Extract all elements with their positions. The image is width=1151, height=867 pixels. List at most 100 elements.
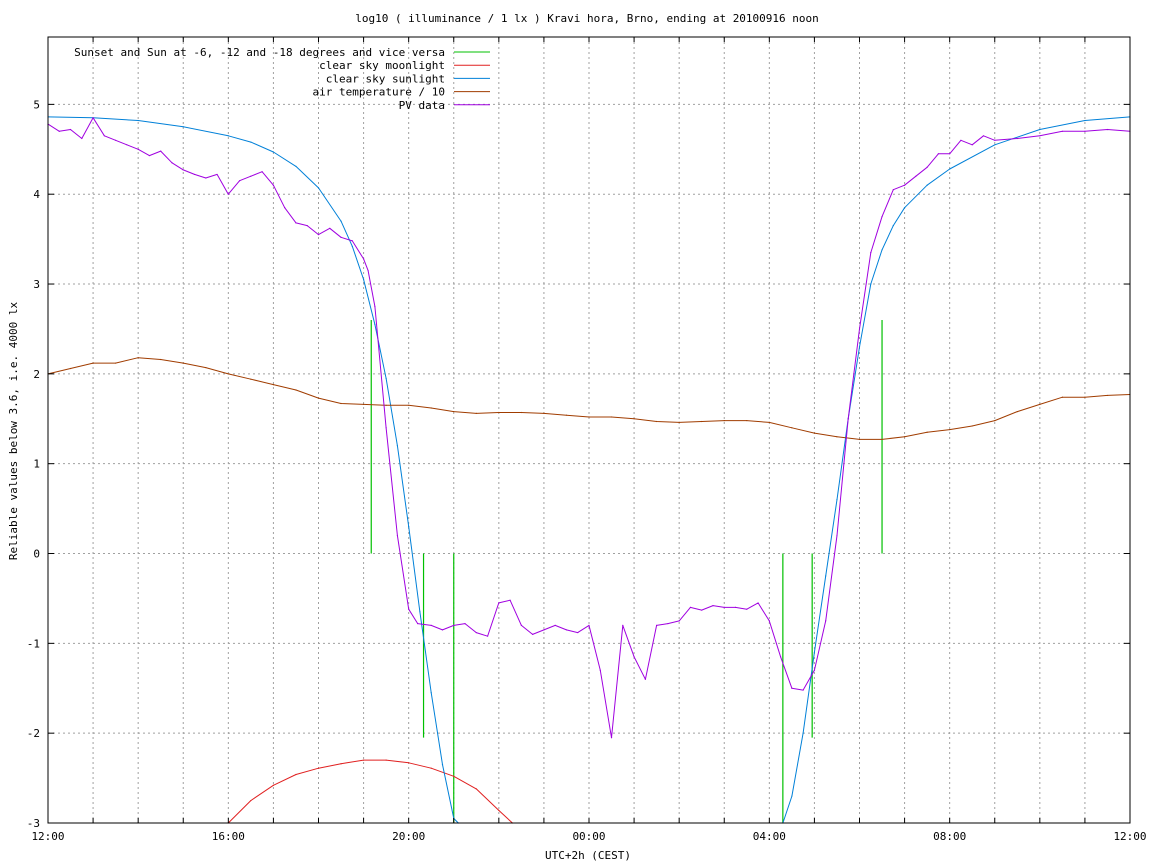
data-point [317, 397, 320, 399]
data-point [802, 732, 804, 734]
data-point [160, 150, 162, 152]
data-point [791, 687, 793, 689]
data-point [396, 445, 398, 447]
data-point [949, 153, 951, 155]
data-point [520, 624, 522, 626]
data-point [656, 420, 658, 423]
data-point [284, 207, 286, 209]
x-tick-label: 12:00 [1113, 830, 1146, 843]
y-tick-label: 1 [33, 458, 40, 471]
data-point [340, 763, 342, 765]
data-point [734, 606, 737, 609]
data-point [261, 171, 263, 173]
data-point [250, 799, 252, 802]
data-point [836, 436, 838, 438]
x-tick-label: 12:00 [31, 830, 64, 843]
data-point [329, 227, 331, 229]
data-point [475, 631, 477, 634]
data-point [430, 624, 432, 626]
data-point [881, 216, 883, 218]
data-point [408, 762, 410, 764]
data-point [780, 656, 782, 658]
y-tick-label: -3 [27, 817, 40, 830]
data-point [577, 631, 579, 634]
data-point [881, 249, 883, 251]
data-point [565, 629, 568, 631]
data-point [723, 419, 725, 422]
y-tick-label: -1 [27, 637, 40, 650]
data-point [915, 175, 917, 177]
data-point [926, 431, 928, 433]
data-point [419, 611, 421, 613]
data-point [903, 207, 906, 209]
data-point [982, 135, 985, 137]
data-point [858, 328, 861, 330]
data-point [385, 759, 387, 761]
data-point [892, 225, 894, 227]
data-point [588, 624, 590, 626]
data-point [171, 162, 173, 164]
x-tick-label: 04:00 [753, 830, 786, 843]
data-point [881, 438, 883, 441]
data-point [1106, 128, 1109, 131]
data-point [599, 669, 601, 671]
data-point [430, 407, 432, 409]
data-point [509, 599, 511, 601]
y-tick-label: 5 [33, 98, 40, 111]
x-axis-label: UTC+2h (CEST) [545, 849, 631, 862]
data-point [971, 144, 973, 146]
data-point [441, 764, 444, 766]
data-point [971, 425, 973, 427]
data-point [160, 358, 162, 361]
series-line [227, 759, 513, 824]
data-point [701, 420, 703, 423]
data-point [430, 692, 432, 694]
series-clear-sky-moonlight [227, 759, 513, 824]
data-point [1039, 403, 1041, 405]
data-point [1039, 128, 1041, 131]
series-air-temperature-10 [47, 357, 1131, 441]
data-point [430, 767, 432, 769]
data-point [678, 620, 680, 622]
data-point [712, 605, 714, 607]
data-point [239, 180, 241, 182]
y-tick-label: 0 [33, 548, 40, 561]
data-point [1084, 130, 1086, 132]
data-point [475, 412, 477, 414]
series-sunset-and-sun-at-6-12-and-18-degrees-and-vice-versa [370, 319, 883, 823]
data-point [295, 773, 297, 776]
legend-label: clear sky sunlight [326, 72, 445, 85]
data-point [453, 624, 455, 626]
data-point [768, 620, 770, 622]
data-point [374, 305, 376, 308]
data-point [182, 169, 184, 171]
data-point [1084, 119, 1086, 122]
y-tick-label: 3 [33, 278, 40, 291]
data-point [227, 135, 229, 137]
data-point [216, 173, 218, 176]
data-point [723, 606, 725, 609]
data-point [768, 421, 770, 423]
x-tick-label: 00:00 [572, 830, 605, 843]
data-point [126, 144, 128, 146]
data-point [1061, 130, 1063, 132]
data-point [374, 323, 376, 326]
data-point [554, 624, 556, 626]
data-point [362, 759, 365, 761]
data-point [656, 624, 658, 626]
data-point [926, 166, 928, 168]
data-point [847, 418, 849, 420]
data-point [408, 404, 410, 406]
data-point [994, 139, 996, 141]
data-point [453, 410, 455, 413]
data-point [1016, 410, 1018, 413]
data-point [960, 139, 962, 141]
data-point [396, 534, 398, 537]
data-point [701, 609, 703, 611]
data-point [115, 139, 117, 141]
data-point [205, 177, 207, 179]
data-point [58, 130, 60, 132]
data-point [408, 525, 410, 528]
data-point [317, 767, 320, 769]
data-point [1061, 396, 1063, 398]
